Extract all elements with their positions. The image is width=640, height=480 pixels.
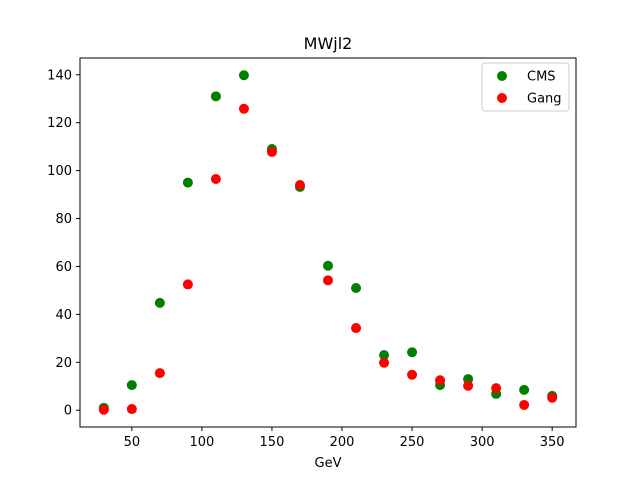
point-gang — [182, 279, 193, 290]
x-tick-label: 350 — [540, 435, 565, 450]
legend-label-gang: Gang — [527, 92, 562, 107]
y-tick-label: 100 — [47, 164, 72, 179]
y-tick-label: 20 — [55, 356, 72, 371]
point-gang — [547, 392, 558, 403]
legend-marker-cms — [497, 71, 507, 81]
point-cms — [323, 260, 333, 271]
point-cms — [210, 91, 221, 102]
point-gang — [491, 383, 502, 394]
y-tick-label: 80 — [55, 212, 72, 227]
point-gang — [238, 103, 249, 114]
x-tick-label: 150 — [260, 435, 285, 450]
point-gang — [210, 174, 221, 185]
point-gang — [435, 375, 446, 386]
point-gang — [351, 323, 362, 334]
points-layer — [98, 70, 558, 415]
y-tick-label: 120 — [47, 116, 72, 131]
point-cms — [182, 177, 193, 188]
point-cms — [126, 380, 137, 391]
point-cms — [154, 297, 165, 308]
y-tick-label: 40 — [55, 308, 72, 323]
point-gang — [323, 275, 333, 286]
point-gang — [519, 399, 530, 410]
point-gang — [294, 179, 305, 190]
point-gang — [266, 146, 277, 157]
plot-area — [80, 58, 576, 427]
x-tick-label: 250 — [400, 435, 425, 450]
point-gang — [463, 380, 474, 391]
point-gang — [407, 369, 418, 380]
legend-marker-gang — [497, 93, 507, 103]
legend: CMS Gang — [481, 62, 570, 112]
point-gang — [154, 368, 165, 379]
x-axis-label: GeV — [315, 456, 342, 471]
point-gang — [379, 357, 390, 368]
point-gang — [98, 404, 109, 415]
plot-frame — [79, 57, 577, 428]
y-tick-label: 0 — [64, 404, 72, 419]
ticks-layer: 50 100 150 200 250 300 350 0 20 40 60 80 100 120 140 — [47, 68, 564, 450]
point-cms — [238, 70, 249, 81]
legend-label-cms: CMS — [527, 70, 556, 85]
chart-title: MWjl2 — [304, 34, 353, 53]
x-tick-label: 50 — [124, 435, 141, 450]
y-tick-label: 140 — [47, 68, 72, 83]
x-tick-label: 100 — [189, 435, 214, 450]
point-cms — [379, 350, 390, 361]
x-tick-label: 300 — [470, 435, 495, 450]
point-cms — [519, 384, 530, 395]
point-cms — [407, 347, 418, 358]
x-tick-label: 200 — [330, 435, 355, 450]
point-gang — [126, 404, 137, 415]
point-cms — [351, 283, 362, 294]
y-tick-label: 60 — [55, 260, 72, 275]
